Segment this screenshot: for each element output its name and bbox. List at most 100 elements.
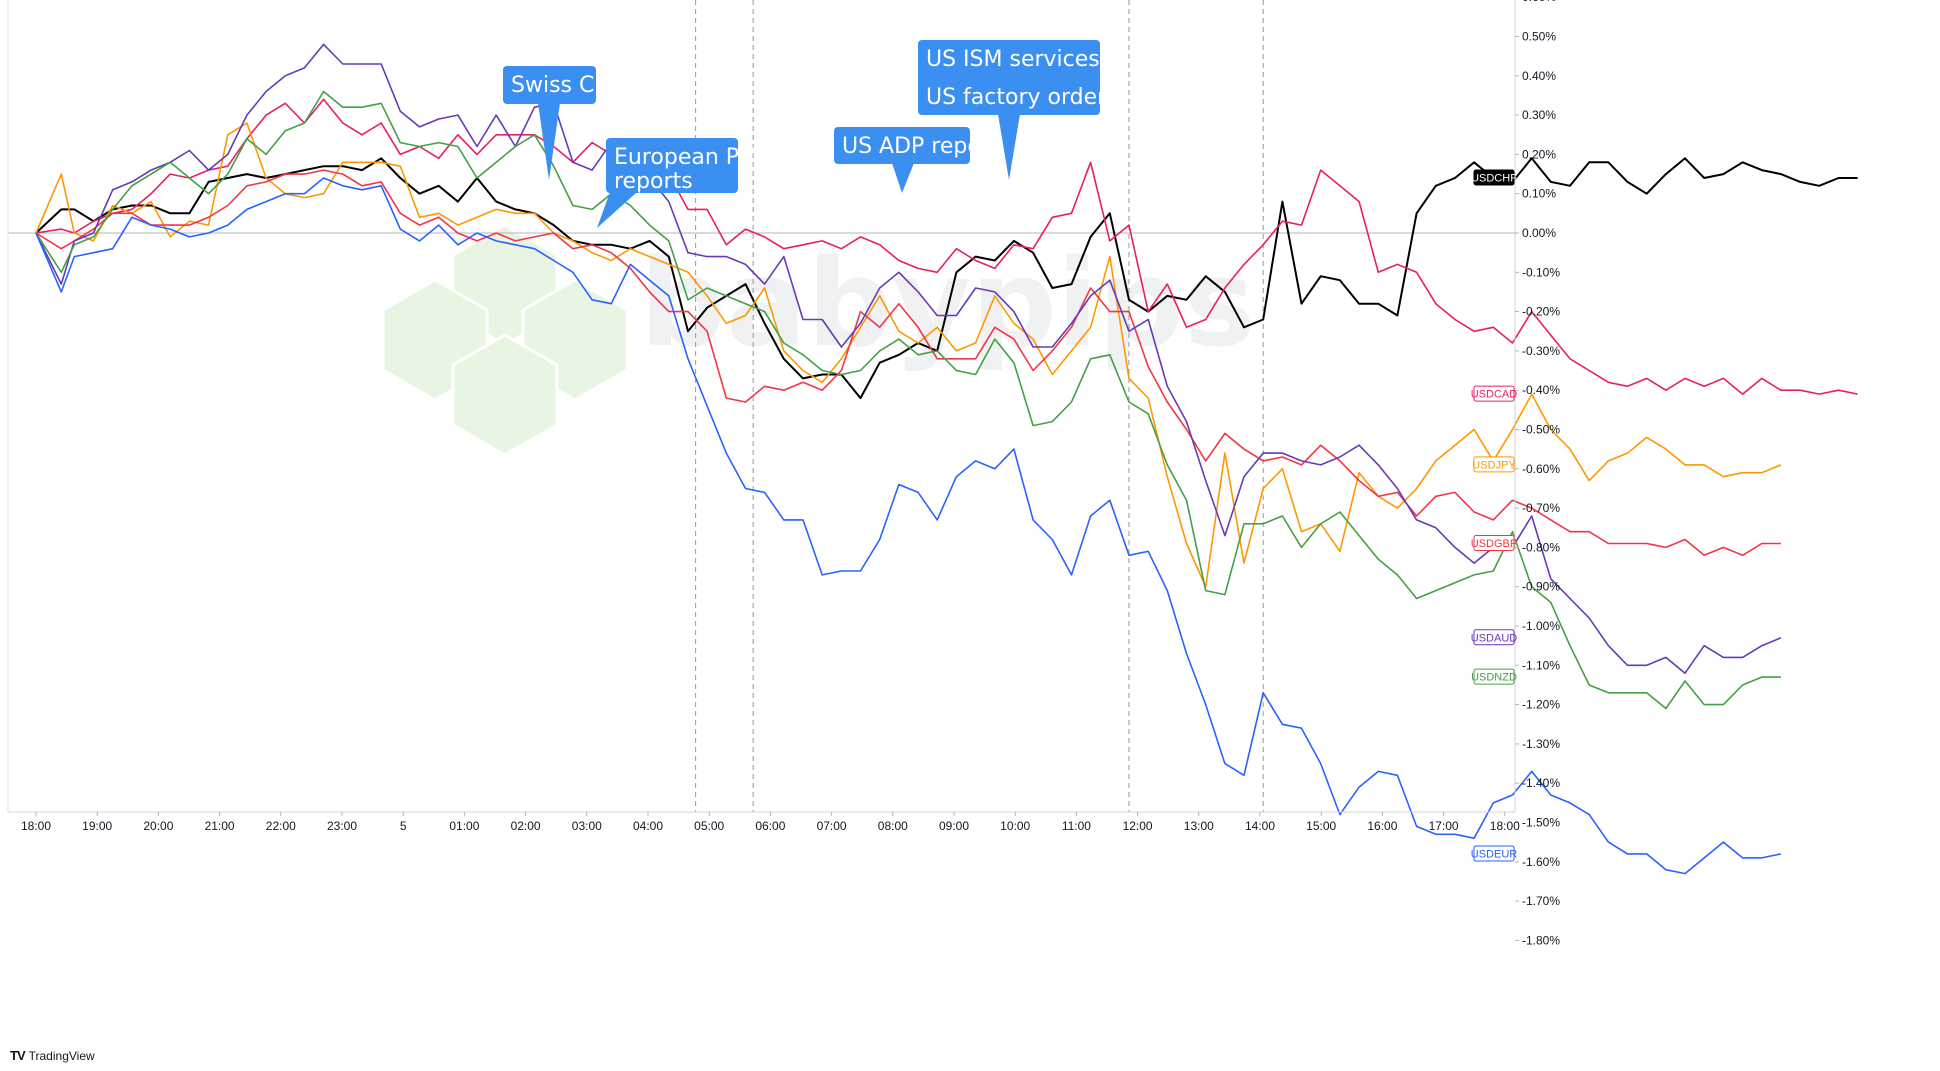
x-tick-label: 08:00 <box>878 819 908 833</box>
x-tick-label: 19:00 <box>82 819 112 833</box>
y-tick-label: 0.10% <box>1522 187 1556 201</box>
tradingview-logo-icon: TV <box>10 1048 26 1063</box>
y-tick-label: 0.30% <box>1522 108 1556 122</box>
y-tick-label: -0.50% <box>1522 423 1560 437</box>
y-tick-label: 0.40% <box>1522 69 1556 83</box>
end-label-box <box>1473 169 1515 186</box>
tradingview-label: TradingView <box>28 1048 95 1063</box>
annotation-text: Swiss CPI <box>511 73 614 98</box>
annotation-pointer <box>998 114 1020 180</box>
y-tick-label: -0.60% <box>1522 462 1560 476</box>
x-tick-label: 01:00 <box>449 819 479 833</box>
x-tick-label: 15:00 <box>1306 819 1336 833</box>
y-tick-label: -0.90% <box>1522 580 1560 594</box>
series-end-labels: USDCHF USDCAD USDJPY USDGBP USDAUD USDNZD USDE… <box>1471 169 1518 862</box>
annotation-text: reports <box>614 169 693 194</box>
x-tick-label: 18:00 <box>21 819 51 833</box>
end-label-box <box>1473 845 1515 862</box>
annotation-text: US ADP report <box>842 134 999 159</box>
annotation-box <box>834 127 970 164</box>
y-tick-label: -0.10% <box>1522 265 1560 279</box>
x-tick-label: 14:00 <box>1245 819 1275 833</box>
x-tick-label: 09:00 <box>939 819 969 833</box>
annotation-box <box>606 138 738 193</box>
x-tick-label: 13:00 <box>1184 819 1214 833</box>
end-label-text: USDCAD <box>1471 389 1518 401</box>
annotation-text: European PMI <box>614 145 765 170</box>
x-tick-label: 04:00 <box>633 819 663 833</box>
y-tick-label: -1.20% <box>1522 698 1560 712</box>
y-tick-label: -1.60% <box>1522 855 1560 869</box>
series-lines <box>35 43 1858 875</box>
end-label-box <box>1473 385 1515 402</box>
end-label-box <box>1473 629 1515 646</box>
end-label-box <box>1473 534 1515 551</box>
y-tick-label: -0.30% <box>1522 344 1560 358</box>
y-tick-label: -1.70% <box>1522 894 1560 908</box>
x-tick-label: 23:00 <box>327 819 357 833</box>
y-tick-label: 0.20% <box>1522 147 1556 161</box>
annotation-pointer <box>538 103 560 180</box>
y-tick-label: -1.00% <box>1522 619 1560 633</box>
y-tick-label: -0.80% <box>1522 540 1560 554</box>
end-label-usdgbp: USDGBP <box>1471 534 1517 551</box>
annotation-callout: US ISM services PMI US factory orders <box>918 40 1145 180</box>
end-label-text: USDEUR <box>1471 848 1518 860</box>
series-line-usdjpy <box>35 122 1782 588</box>
end-label-usdjpy: USDJPY <box>1472 456 1516 473</box>
series-line-usdgbp <box>35 169 1781 557</box>
annotation-callout: US ADP report <box>834 127 999 193</box>
y-tick-label: 0.60% <box>1522 0 1556 4</box>
end-label-text: USDNZD <box>1471 672 1517 684</box>
annotation-callout: Swiss CPI <box>503 66 614 180</box>
y-tick-label: -1.30% <box>1522 737 1560 751</box>
y-tick-label: -0.40% <box>1522 383 1560 397</box>
end-label-text: USDAUD <box>1471 632 1518 644</box>
x-tick-label: 10:00 <box>1000 819 1030 833</box>
x-tick-label: 11:00 <box>1062 819 1091 833</box>
x-tick-label: 21:00 <box>205 819 235 833</box>
y-tick-label: -1.50% <box>1522 816 1560 830</box>
annotation-box <box>918 40 1100 115</box>
end-label-usdnzd: USDNZD <box>1471 668 1517 685</box>
annotation-pointer <box>892 163 914 193</box>
x-tick-label: 17:00 <box>1429 819 1459 833</box>
y-tick-label: 0.00% <box>1522 226 1556 240</box>
end-label-box <box>1473 456 1515 473</box>
end-label-box <box>1473 668 1515 685</box>
x-tick-label: 05:00 <box>694 819 724 833</box>
y-tick-label: -0.70% <box>1522 501 1560 515</box>
y-tick-label: -1.40% <box>1522 776 1560 790</box>
annotation-text: US factory orders <box>926 85 1118 110</box>
end-label-usdchf: USDCHF <box>1471 169 1517 186</box>
x-tick-label: 07:00 <box>817 819 847 833</box>
end-label-usdaud: USDAUD <box>1471 629 1518 646</box>
y-tick-label: -1.10% <box>1522 658 1560 672</box>
x-tick-label: 03:00 <box>572 819 602 833</box>
y-tick-label: 0.50% <box>1522 30 1556 44</box>
tradingview-brand[interactable]: TV TradingView <box>10 1048 95 1063</box>
series-line-usdeur <box>35 177 1782 875</box>
x-tick-label: 5 <box>400 819 407 833</box>
end-label-text: USDGBP <box>1471 538 1517 550</box>
x-tick-label: 02:00 <box>511 819 541 833</box>
x-tick-label: 12:00 <box>1123 819 1153 833</box>
x-tick-label: 16:00 <box>1367 819 1397 833</box>
x-axis[interactable]: 18:00 19:00 20:00 21:00 22:00 23:00 5 01:00 02:0… <box>7 0 1520 833</box>
end-label-text: USDCHF <box>1471 172 1517 184</box>
y-tick-label: -1.80% <box>1522 933 1560 947</box>
x-tick-label: 18:00 <box>1490 819 1520 833</box>
series-line-usdcad <box>35 98 1858 395</box>
y-axis[interactable]: 0.70%0.60%0.50%0.40%0.30%0.20%0.10%0.00%… <box>1514 0 1560 947</box>
watermark-hex-icon <box>451 333 559 457</box>
event-lines <box>695 0 1264 812</box>
end-label-usdeur: USDEUR <box>1471 845 1518 862</box>
y-tick-label: -0.20% <box>1522 305 1560 319</box>
end-label-usdcad: USDCAD <box>1471 385 1518 402</box>
annotation-box <box>503 66 596 104</box>
annotation-text: US ISM services PMI <box>926 47 1145 72</box>
